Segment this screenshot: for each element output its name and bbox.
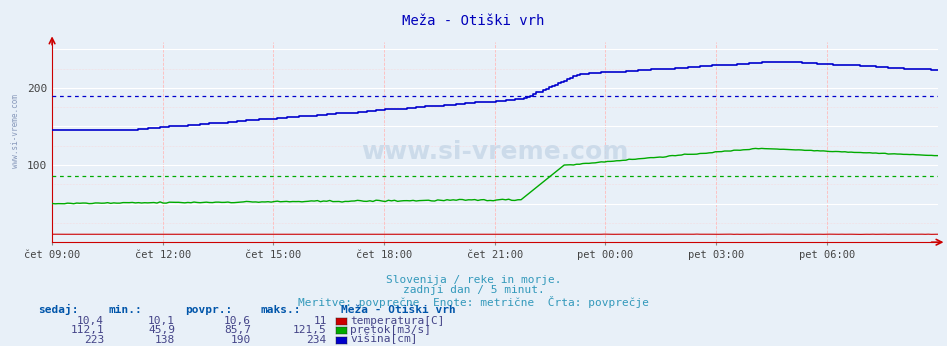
Text: sedaj:: sedaj: [38,304,79,315]
Text: 112,1: 112,1 [70,325,104,335]
Text: Slovenija / reke in morje.: Slovenija / reke in morje. [385,275,562,285]
Text: maks.:: maks.: [260,305,301,315]
Text: 10,1: 10,1 [148,316,175,326]
Text: višina[cm]: višina[cm] [350,334,418,345]
Text: zadnji dan / 5 minut.: zadnji dan / 5 minut. [402,285,545,295]
Text: Meritve: povprečne  Enote: metrične  Črta: povprečje: Meritve: povprečne Enote: metrične Črta:… [298,296,649,308]
Text: 10,6: 10,6 [223,316,251,326]
Text: povpr.:: povpr.: [185,305,232,315]
Text: 85,7: 85,7 [223,325,251,335]
Text: 121,5: 121,5 [293,325,327,335]
Text: www.si-vreme.com: www.si-vreme.com [361,140,629,164]
Text: Meža - Otiški vrh: Meža - Otiški vrh [402,14,545,28]
Text: www.si-vreme.com: www.si-vreme.com [11,94,21,169]
Text: temperatura[C]: temperatura[C] [350,316,445,326]
Text: 45,9: 45,9 [148,325,175,335]
Text: 234: 234 [307,335,327,345]
Text: pretok[m3/s]: pretok[m3/s] [350,325,432,335]
Text: min.:: min.: [109,305,143,315]
Text: 138: 138 [155,335,175,345]
Text: 223: 223 [84,335,104,345]
Text: 10,4: 10,4 [77,316,104,326]
Text: 11: 11 [313,316,327,326]
Text: 190: 190 [231,335,251,345]
Text: Meža - Otiški vrh: Meža - Otiški vrh [341,305,456,315]
